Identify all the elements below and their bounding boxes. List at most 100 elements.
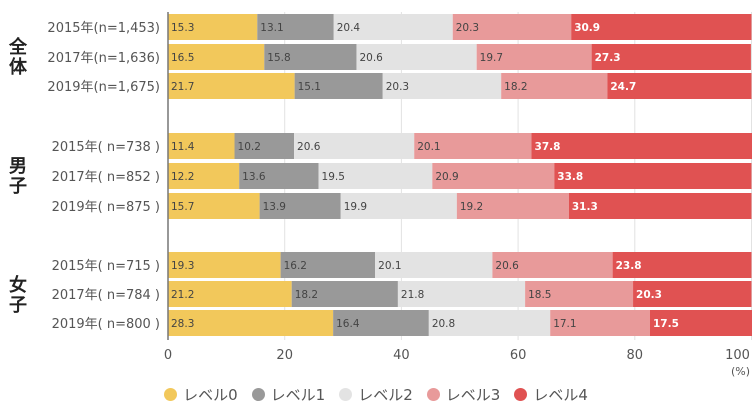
bar-segment bbox=[291, 281, 398, 307]
chart-legend: レベル0 レベル1 レベル2 レベル3 レベル4 bbox=[0, 384, 752, 404]
bar-segment bbox=[264, 44, 357, 70]
legend-label: レベル2 bbox=[358, 385, 413, 404]
bar-segment bbox=[340, 193, 457, 219]
bar-segment bbox=[333, 14, 453, 40]
bar-segment bbox=[456, 193, 569, 219]
legend-item: レベル2 bbox=[339, 384, 413, 405]
legend-label: レベル4 bbox=[533, 385, 588, 404]
bar-segment bbox=[168, 163, 240, 189]
data-label: 10.2 bbox=[238, 141, 261, 153]
bar-segment bbox=[525, 281, 634, 307]
bar-segment bbox=[649, 310, 752, 336]
bar-segment bbox=[428, 310, 551, 336]
data-label: 13.1 bbox=[260, 22, 283, 34]
data-label: 20.6 bbox=[495, 260, 519, 272]
data-label: 23.8 bbox=[616, 260, 642, 272]
data-label: 33.8 bbox=[557, 171, 583, 183]
bar-segment bbox=[318, 163, 433, 189]
bar-segment bbox=[375, 252, 493, 278]
data-label: 21.7 bbox=[171, 81, 194, 93]
bar-segment bbox=[571, 14, 752, 40]
bar-segment bbox=[257, 14, 334, 40]
bar-segment bbox=[168, 44, 265, 70]
labels-layer: 2015年(n=1,453) 2017年(n=1,636) 2019年(n=1,67… bbox=[8, 21, 750, 378]
bar-segment bbox=[607, 73, 752, 99]
data-label: 30.9 bbox=[574, 22, 600, 34]
legend-swatch bbox=[164, 387, 178, 401]
category-label: 2015年( n=715 ) bbox=[52, 259, 160, 274]
data-label: 11.4 bbox=[171, 141, 195, 153]
category-label: 2017年(n=1,636) bbox=[47, 51, 160, 66]
data-label: 19.9 bbox=[344, 201, 367, 213]
bar-segment bbox=[168, 193, 260, 219]
bar-segment bbox=[397, 281, 526, 307]
category-label: 2019年(n=1,675) bbox=[47, 80, 160, 95]
legend-item: レベル1 bbox=[251, 384, 326, 405]
data-label: 15.8 bbox=[267, 52, 290, 64]
bar-segment bbox=[294, 73, 383, 99]
data-label: 19.7 bbox=[480, 52, 503, 64]
data-label: 18.5 bbox=[528, 289, 551, 301]
bar-segment bbox=[568, 193, 752, 219]
bar-segment bbox=[531, 133, 752, 159]
category-label: 2017年( n=784 ) bbox=[52, 288, 160, 303]
data-label: 31.3 bbox=[572, 201, 598, 213]
legend-label: レベル3 bbox=[445, 385, 501, 404]
group-label: 全体 bbox=[8, 36, 28, 78]
bar-segment bbox=[612, 252, 752, 278]
legend-swatch bbox=[251, 387, 265, 401]
bar-segment bbox=[633, 281, 752, 307]
bar-segment bbox=[414, 133, 532, 159]
data-label: 28.3 bbox=[171, 318, 194, 330]
data-label: 20.4 bbox=[337, 22, 361, 34]
legend-label: レベル1 bbox=[270, 385, 326, 404]
bar-segment bbox=[492, 252, 613, 278]
data-label: 16.4 bbox=[336, 318, 360, 330]
data-label: 21.8 bbox=[401, 289, 424, 301]
bar-segment bbox=[168, 281, 292, 307]
group-label: 女子 bbox=[9, 274, 27, 316]
data-label: 15.7 bbox=[171, 201, 194, 213]
bar-segment bbox=[432, 163, 555, 189]
data-label: 20.9 bbox=[435, 171, 458, 183]
data-label: 20.6 bbox=[297, 141, 321, 153]
data-label: 12.2 bbox=[171, 171, 194, 183]
data-label: 17.5 bbox=[653, 318, 679, 330]
group-label: 男子 bbox=[9, 156, 27, 197]
data-label: 20.3 bbox=[386, 81, 409, 93]
data-label: 37.8 bbox=[535, 141, 561, 153]
bar-segment bbox=[382, 73, 502, 99]
data-label: 20.3 bbox=[636, 289, 662, 301]
legend-item: レベル0 bbox=[164, 384, 238, 405]
data-label: 20.6 bbox=[359, 52, 383, 64]
data-label: 20.8 bbox=[432, 318, 455, 330]
bar-segment bbox=[259, 193, 341, 219]
legend-label: レベル0 bbox=[183, 385, 238, 404]
data-label: 15.1 bbox=[298, 81, 321, 93]
data-label: 20.1 bbox=[378, 260, 401, 272]
legend-item: レベル4 bbox=[514, 384, 588, 405]
legend-item: レベル3 bbox=[426, 384, 501, 405]
data-label: 16.2 bbox=[284, 260, 307, 272]
bar-segment bbox=[333, 310, 429, 336]
bars-layer: 15.3 13.1 20.4 20.3 30.9 16.5 15.8 20.6 19.7 27.3… bbox=[168, 14, 752, 336]
x-tick-label: 60 bbox=[510, 348, 527, 363]
bar-segment bbox=[356, 44, 477, 70]
data-label: 15.3 bbox=[171, 22, 194, 34]
bar-segment bbox=[452, 14, 572, 40]
data-label: 18.2 bbox=[504, 81, 527, 93]
category-label: 2015年( n=738 ) bbox=[52, 140, 160, 155]
category-label: 2019年( n=800 ) bbox=[52, 317, 160, 332]
data-label: 21.2 bbox=[171, 289, 194, 301]
data-label: 24.7 bbox=[610, 81, 636, 93]
x-unit-label: (%) bbox=[731, 365, 750, 378]
bar-segment bbox=[554, 163, 752, 189]
x-tick-label: 0 bbox=[164, 348, 172, 363]
data-label: 20.3 bbox=[456, 22, 479, 34]
bar-segment bbox=[168, 133, 235, 159]
bar-segment bbox=[168, 310, 334, 336]
x-tick-label: 100 bbox=[725, 348, 750, 363]
bar-segment bbox=[168, 14, 258, 40]
bar-segment bbox=[234, 133, 295, 159]
